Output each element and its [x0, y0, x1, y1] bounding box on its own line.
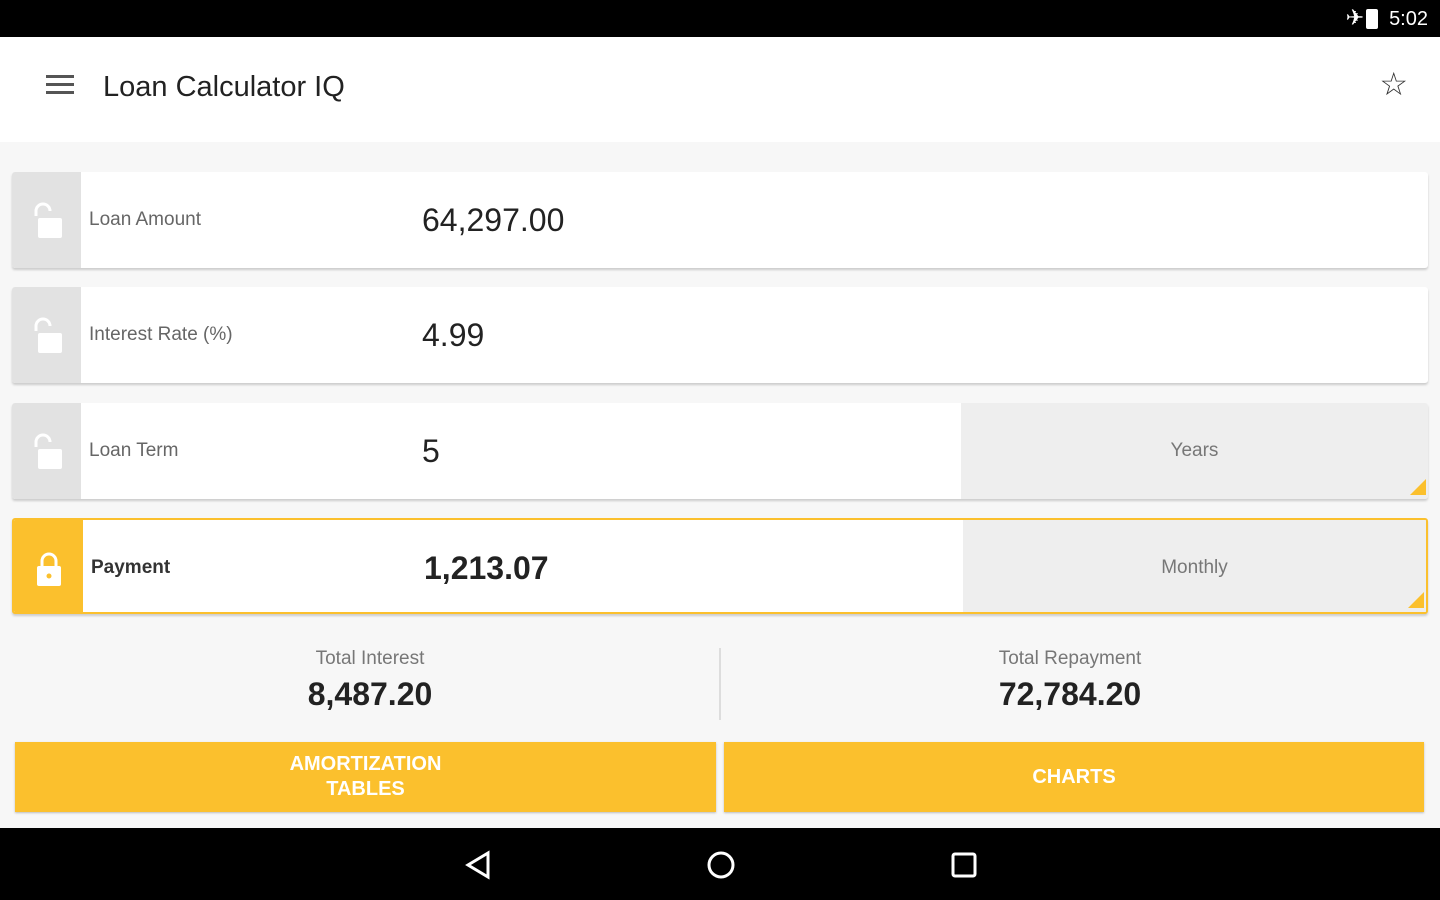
- term-unit-dropdown[interactable]: Years: [961, 403, 1428, 499]
- summary-divider: [719, 648, 721, 720]
- home-icon[interactable]: [706, 850, 736, 885]
- interest-rate-input[interactable]: 4.99: [422, 317, 485, 353]
- payment-frequency-dropdown[interactable]: Monthly: [963, 520, 1426, 612]
- total-interest-label: Total Interest: [315, 648, 425, 669]
- loan-amount-label: Loan Amount: [89, 209, 201, 230]
- interest-rate-label: Interest Rate (%): [89, 324, 233, 345]
- battery-icon: [1366, 9, 1378, 29]
- loan-amount-input[interactable]: 64,297.00: [422, 202, 565, 238]
- total-repayment-label: Total Repayment: [998, 648, 1142, 669]
- loan-amount-row: Loan Amount 64,297.00: [12, 172, 1428, 268]
- loan-term-label: Loan Term: [89, 440, 179, 461]
- term-unit-value: Years: [1170, 440, 1219, 461]
- charts-button[interactable]: CHARTS: [724, 742, 1424, 812]
- clock: 5:02: [1389, 8, 1428, 30]
- payment-frequency-value: Monthly: [1161, 557, 1228, 578]
- status-bar: ✈ 5:02: [0, 0, 1440, 37]
- payment-label: Payment: [91, 557, 171, 578]
- star-icon[interactable]: ☆: [1379, 66, 1408, 102]
- unlock-icon[interactable]: [12, 287, 81, 383]
- lock-icon[interactable]: [14, 520, 83, 612]
- total-repayment-value: 72,784.20: [998, 676, 1142, 712]
- dropdown-corner-icon: [1410, 479, 1426, 495]
- back-icon[interactable]: [464, 850, 492, 885]
- recents-icon[interactable]: [950, 850, 978, 885]
- total-repayment: Total Repayment 72,784.20: [720, 648, 1420, 713]
- hamburger-icon[interactable]: [46, 75, 74, 95]
- airplane-icon: ✈: [1345, 5, 1364, 30]
- total-interest: Total Interest 8,487.20: [20, 648, 720, 713]
- dropdown-corner-icon: [1408, 592, 1424, 608]
- total-interest-value: 8,487.20: [307, 676, 433, 712]
- unlock-icon[interactable]: [12, 403, 81, 499]
- amortization-tables-button[interactable]: AMORTIZATION TABLES: [15, 742, 716, 812]
- payment-input[interactable]: 1,213.07: [424, 550, 549, 586]
- app-bar: Loan Calculator IQ ☆: [0, 37, 1440, 142]
- navigation-bar: [0, 828, 1440, 900]
- payment-row: Payment 1,213.07 Monthly: [12, 518, 1428, 614]
- app-title: Loan Calculator IQ: [103, 71, 345, 103]
- loan-term-row: Loan Term 5 Years: [12, 403, 1428, 499]
- interest-rate-row: Interest Rate (%) 4.99: [12, 287, 1428, 383]
- loan-term-input[interactable]: 5: [422, 433, 440, 469]
- unlock-icon[interactable]: [12, 172, 81, 268]
